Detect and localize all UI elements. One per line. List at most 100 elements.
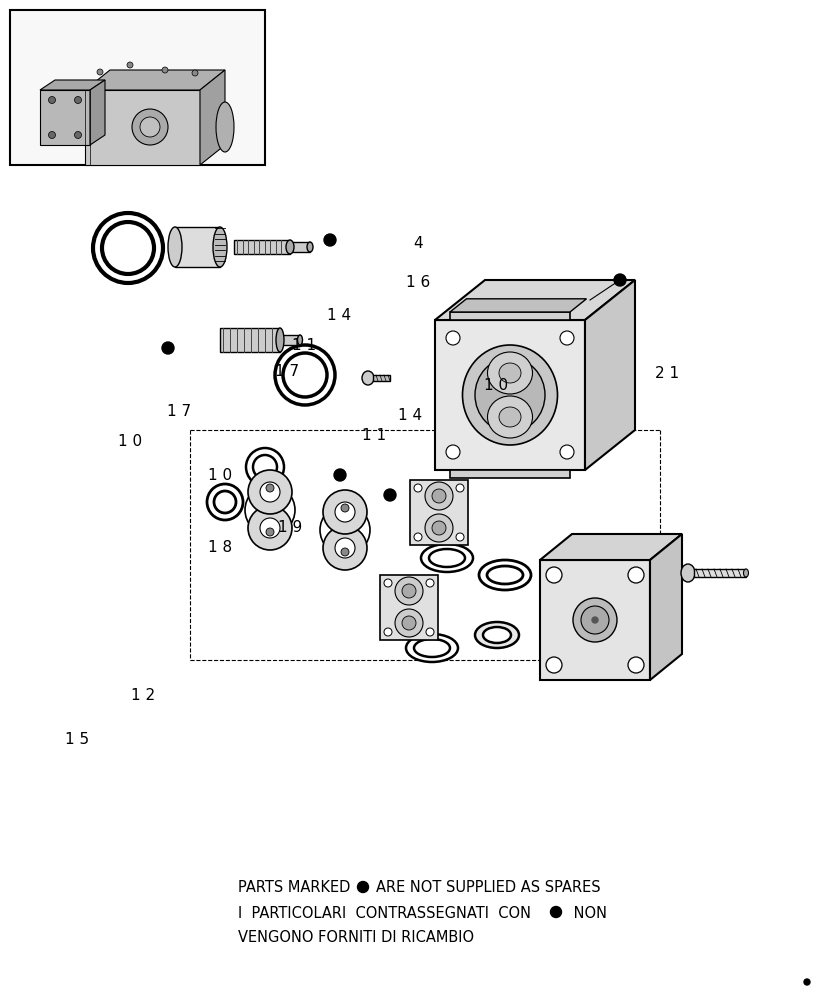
Text: 1 6: 1 6 [406,275,430,290]
Polygon shape [85,70,225,90]
Polygon shape [435,280,635,320]
Ellipse shape [212,489,238,515]
Ellipse shape [487,396,533,438]
Circle shape [560,445,574,459]
Circle shape [628,567,644,583]
Circle shape [614,274,626,286]
Circle shape [248,470,292,514]
Ellipse shape [499,363,521,383]
Ellipse shape [251,453,279,481]
Circle shape [357,882,369,892]
Circle shape [402,584,416,598]
Circle shape [446,445,460,459]
Polygon shape [540,534,682,560]
Circle shape [132,109,168,145]
Circle shape [127,62,133,68]
Circle shape [266,484,274,492]
Ellipse shape [102,222,154,274]
Text: 1 0: 1 0 [484,377,508,392]
Circle shape [592,617,598,623]
Ellipse shape [298,335,303,345]
Polygon shape [380,575,438,640]
Text: ARE NOT SUPPLIED AS SPARES: ARE NOT SUPPLIED AS SPARES [376,880,601,896]
Polygon shape [585,280,635,470]
Bar [10,10,265,165]
Ellipse shape [276,328,284,352]
Polygon shape [650,534,682,680]
Polygon shape [450,470,570,478]
Circle shape [323,526,367,570]
Circle shape [546,567,562,583]
Circle shape [97,69,103,75]
Circle shape [384,489,396,501]
Circle shape [446,331,460,345]
Circle shape [74,131,82,138]
Polygon shape [40,80,105,90]
Text: 1 8: 1 8 [208,540,233,556]
Circle shape [341,504,349,512]
Circle shape [384,579,392,587]
Polygon shape [85,90,200,165]
Circle shape [395,609,423,637]
Circle shape [248,506,292,550]
Ellipse shape [743,569,748,577]
Ellipse shape [487,566,523,584]
Ellipse shape [421,544,473,572]
Ellipse shape [475,358,545,432]
Circle shape [335,538,355,558]
Circle shape [324,234,336,246]
Text: 1 0: 1 0 [208,468,233,483]
Circle shape [573,598,617,642]
Text: NON: NON [569,906,607,920]
Ellipse shape [246,448,284,486]
Circle shape [560,331,574,345]
Ellipse shape [253,455,277,479]
Circle shape [456,533,464,541]
Circle shape [581,606,609,634]
Ellipse shape [283,353,327,397]
Polygon shape [280,335,300,345]
Text: 1 7: 1 7 [167,404,192,419]
Circle shape [414,533,422,541]
Polygon shape [435,320,585,470]
Text: I  PARTICOLARI  CONTRASSEGNATI  CON: I PARTICOLARI CONTRASSEGNATI CON [238,906,535,920]
Circle shape [384,628,392,636]
Circle shape [323,490,367,534]
Ellipse shape [286,240,294,254]
Polygon shape [410,480,468,545]
Circle shape [426,579,434,587]
Ellipse shape [475,622,519,648]
Text: 1 4: 1 4 [326,308,351,322]
Polygon shape [373,375,390,381]
Ellipse shape [499,407,521,427]
Text: 1 2: 1 2 [131,688,155,702]
Polygon shape [450,312,570,320]
Polygon shape [90,80,105,145]
Text: VENGONO FORNITI DI RICAMBIO: VENGONO FORNITI DI RICAMBIO [238,930,474,946]
Ellipse shape [275,345,335,405]
Circle shape [551,906,561,918]
Ellipse shape [307,242,313,252]
Circle shape [628,657,644,673]
Ellipse shape [362,371,374,385]
Circle shape [162,342,174,354]
Text: PARTS MARKED: PARTS MARKED [238,880,350,896]
Text: 1 4: 1 4 [398,408,423,422]
Polygon shape [234,240,290,254]
Circle shape [260,482,280,502]
Circle shape [48,97,55,104]
Circle shape [425,482,453,510]
Circle shape [341,548,349,556]
Polygon shape [40,90,90,145]
Text: 2 1: 2 1 [655,365,680,380]
Ellipse shape [483,627,511,643]
Text: 4: 4 [413,235,423,250]
Polygon shape [290,242,310,252]
Circle shape [395,577,423,605]
Ellipse shape [216,102,234,152]
Circle shape [414,484,422,492]
Polygon shape [200,70,225,165]
Text: 1 5: 1 5 [65,732,90,748]
Ellipse shape [214,491,236,513]
Ellipse shape [93,213,163,283]
